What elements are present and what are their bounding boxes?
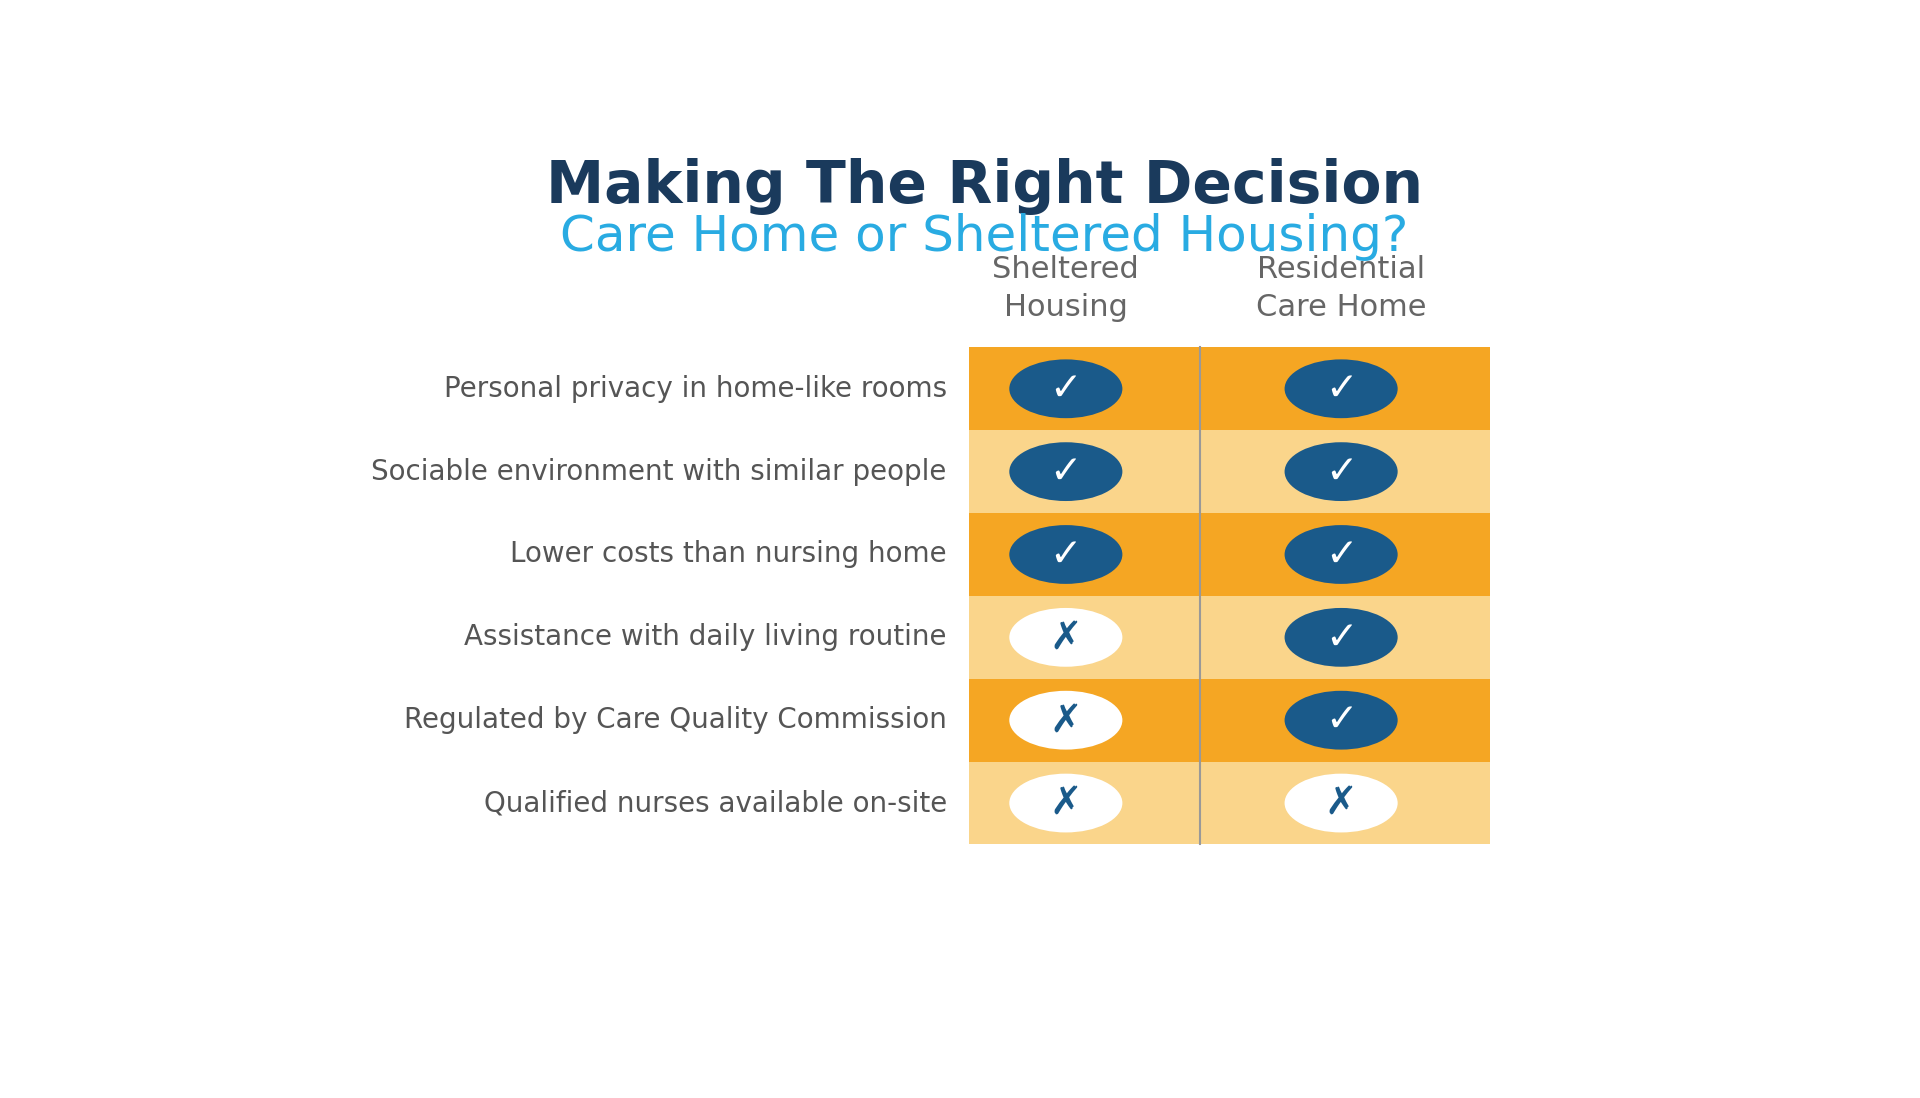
FancyBboxPatch shape: [1200, 762, 1490, 844]
FancyBboxPatch shape: [1200, 596, 1490, 679]
Ellipse shape: [1284, 608, 1398, 666]
FancyBboxPatch shape: [970, 679, 1200, 762]
Text: ✓: ✓: [1050, 452, 1083, 491]
Ellipse shape: [1010, 691, 1123, 750]
Ellipse shape: [1284, 774, 1398, 832]
Ellipse shape: [1010, 359, 1123, 418]
FancyBboxPatch shape: [1200, 347, 1490, 430]
Ellipse shape: [1284, 691, 1398, 750]
Ellipse shape: [1284, 525, 1398, 584]
FancyBboxPatch shape: [970, 347, 1200, 430]
FancyBboxPatch shape: [970, 762, 1200, 844]
Ellipse shape: [1010, 525, 1123, 584]
Ellipse shape: [1284, 442, 1398, 501]
Text: Sociable environment with similar people: Sociable environment with similar people: [371, 458, 947, 485]
Text: ✓: ✓: [1325, 370, 1357, 407]
Text: Personal privacy in home-like rooms: Personal privacy in home-like rooms: [444, 374, 947, 403]
Text: Lower costs than nursing home: Lower costs than nursing home: [511, 540, 947, 569]
Text: ✓: ✓: [1325, 452, 1357, 491]
Text: ✗: ✗: [1050, 784, 1083, 822]
FancyBboxPatch shape: [970, 596, 1200, 679]
Text: ✗: ✗: [1050, 618, 1083, 657]
Text: ✓: ✓: [1050, 370, 1083, 407]
Text: Making The Right Decision: Making The Right Decision: [545, 158, 1423, 215]
FancyBboxPatch shape: [1200, 513, 1490, 596]
Text: ✓: ✓: [1325, 702, 1357, 739]
Ellipse shape: [1284, 359, 1398, 418]
Text: Qualified nurses available on-site: Qualified nurses available on-site: [484, 789, 947, 817]
FancyBboxPatch shape: [1200, 679, 1490, 762]
Text: Residential
Care Home: Residential Care Home: [1256, 255, 1427, 322]
Text: ✓: ✓: [1050, 536, 1083, 573]
Text: ✓: ✓: [1325, 536, 1357, 573]
Text: Assistance with daily living routine: Assistance with daily living routine: [465, 624, 947, 651]
Text: ✗: ✗: [1325, 784, 1357, 822]
Text: Sheltered
Housing: Sheltered Housing: [993, 255, 1139, 322]
Text: ✗: ✗: [1050, 702, 1083, 739]
Ellipse shape: [1010, 608, 1123, 666]
Ellipse shape: [1010, 774, 1123, 832]
FancyBboxPatch shape: [1200, 430, 1490, 513]
Text: Care Home or Sheltered Housing?: Care Home or Sheltered Housing?: [561, 213, 1407, 261]
FancyBboxPatch shape: [970, 430, 1200, 513]
Text: ✓: ✓: [1325, 618, 1357, 657]
Ellipse shape: [1010, 442, 1123, 501]
Text: Regulated by Care Quality Commission: Regulated by Care Quality Commission: [403, 706, 947, 735]
FancyBboxPatch shape: [970, 513, 1200, 596]
